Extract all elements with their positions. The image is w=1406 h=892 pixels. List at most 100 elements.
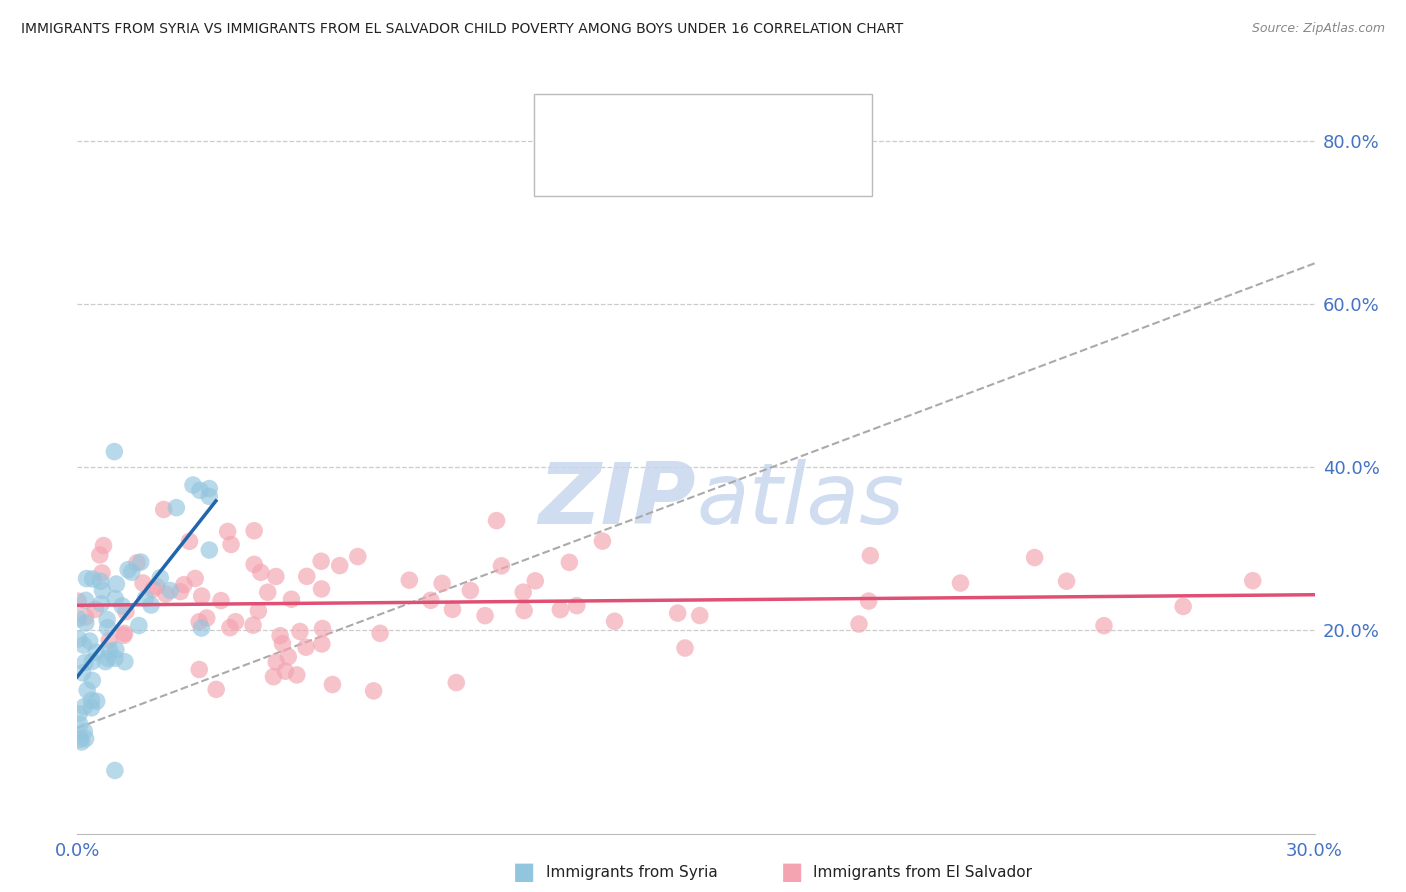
Point [441,602,464,616]
Text: ■: ■ [513,861,536,884]
Point [346,549,368,564]
Point [309,554,332,568]
Point [103,444,125,458]
Point [269,629,291,643]
Text: N =: N = [716,113,752,131]
Point [190,621,212,635]
Text: 0.264: 0.264 [638,113,692,131]
Point [105,577,128,591]
Point [195,611,218,625]
Point [89,548,111,562]
Point [243,524,266,538]
Point [1092,618,1115,632]
Point [73,724,96,739]
Point [72,665,94,680]
Point [125,556,148,570]
Point [169,584,191,599]
Point [82,572,104,586]
Point [262,670,284,684]
Text: N =: N = [716,159,752,177]
Point [321,677,343,691]
Point [243,558,266,572]
Point [363,684,385,698]
Point [76,572,98,586]
Point [94,655,117,669]
Point [114,626,136,640]
Point [485,514,508,528]
Point [225,615,247,629]
Point [159,583,181,598]
Bar [550,106,581,137]
Point [82,673,104,688]
Point [217,524,239,539]
Point [311,582,333,596]
Point [188,663,211,677]
Point [179,534,201,549]
Text: Immigrants from Syria: Immigrants from Syria [546,865,717,880]
Point [145,579,167,593]
Point [69,717,91,731]
Point [1024,550,1046,565]
Point [242,618,264,632]
Point [91,566,114,580]
Point [277,649,299,664]
Point [152,502,174,516]
Point [1173,599,1195,614]
Point [368,626,391,640]
Point [104,643,127,657]
Point [329,558,352,573]
Point [285,668,308,682]
Point [111,599,134,613]
Point [550,602,572,616]
Point [73,699,96,714]
Point [673,640,696,655]
Point [132,576,155,591]
Point [491,558,513,573]
Point [524,574,547,588]
Point [98,633,121,648]
Point [264,569,287,583]
Point [460,583,482,598]
Point [75,731,97,746]
Point [247,604,270,618]
Bar [550,152,581,183]
Point [90,597,112,611]
Point [115,605,138,619]
Point [848,617,870,632]
Point [295,640,318,655]
Point [198,543,221,558]
Point [75,615,97,630]
Point [603,614,626,628]
Point [142,582,165,597]
Point [128,618,150,632]
Point [67,594,90,608]
Point [84,645,107,659]
Point [512,585,534,599]
Point [256,585,278,599]
Point [97,651,120,665]
Point [97,621,120,635]
Point [198,490,221,504]
Point [165,500,187,515]
Text: 0.104: 0.104 [638,159,692,177]
Point [288,624,311,639]
Point [98,644,121,658]
Point [949,576,972,591]
Point [209,593,232,607]
Point [139,598,162,612]
Point [149,571,172,585]
Point [430,576,453,591]
Text: ZIP: ZIP [538,458,696,542]
Point [76,683,98,698]
Point [1241,574,1264,588]
Text: ■: ■ [780,861,803,884]
Point [91,583,114,598]
Point [266,655,288,669]
Text: Immigrants from El Salvador: Immigrants from El Salvador [813,865,1032,880]
Point [198,482,221,496]
Point [205,682,228,697]
Point [565,599,588,613]
Point [134,591,156,606]
Point [666,606,689,620]
Point [67,612,90,626]
